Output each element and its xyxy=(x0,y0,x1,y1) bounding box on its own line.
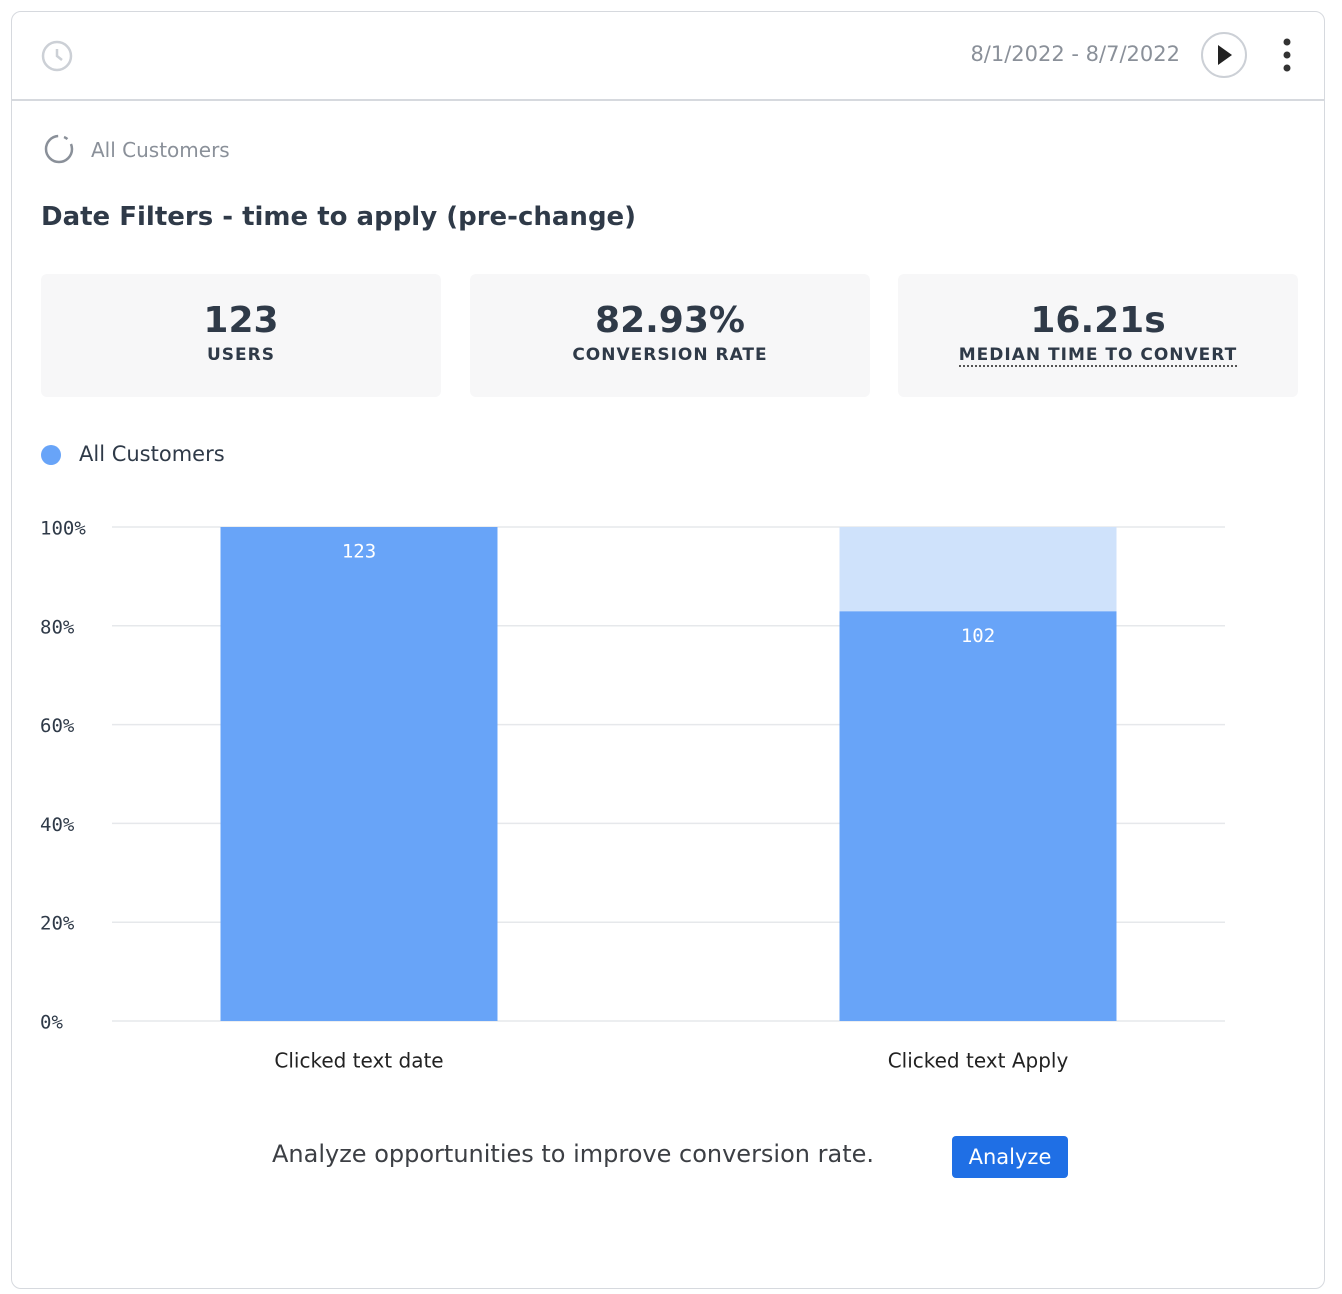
y-tick-label: 60% xyxy=(40,715,75,737)
legend-swatch xyxy=(41,445,61,465)
bar xyxy=(839,611,1117,1021)
footer-text: Analyze opportunities to improve convers… xyxy=(272,1140,875,1168)
metric-label-text[interactable]: MEDIAN TIME TO CONVERT xyxy=(958,345,1238,367)
analyze-button[interactable]: Analyze xyxy=(952,1136,1068,1178)
bar-count-label: 123 xyxy=(342,541,376,563)
bar xyxy=(220,527,498,1021)
metric-card: 82.93% CONVERSION RATE xyxy=(470,274,870,397)
y-tick-label: 100% xyxy=(40,518,86,540)
clock-icon xyxy=(41,40,73,72)
x-tick-label: Clicked text date xyxy=(274,1049,443,1073)
play-button[interactable] xyxy=(1200,31,1248,79)
metric-card: 16.21s MEDIAN TIME TO CONVERT xyxy=(898,274,1298,397)
date-range[interactable]: 8/1/2022 - 8/7/2022 xyxy=(970,42,1180,66)
y-tick-label: 40% xyxy=(40,814,75,836)
metric-card: 123 USERS xyxy=(41,274,441,397)
drop-off xyxy=(839,527,1117,612)
segment-label: All Customers xyxy=(91,138,230,162)
segment-icon xyxy=(44,134,74,164)
card: 8/1/2022 - 8/7/2022 All Customers Date F… xyxy=(11,11,1325,1289)
y-tick-label: 20% xyxy=(40,913,75,935)
bar-count-label: 102 xyxy=(961,625,995,647)
y-tick-label: 80% xyxy=(40,616,75,638)
x-tick-label: Clicked text Apply xyxy=(888,1049,1069,1073)
metric-label: MEDIAN TIME TO CONVERT xyxy=(898,345,1298,367)
metric-value: 82.93% xyxy=(595,300,745,341)
metric-value: 123 xyxy=(203,300,279,341)
metric-label: USERS xyxy=(207,345,275,365)
menu-button[interactable] xyxy=(1280,36,1294,76)
chart: All Customers 0% 20% 40% 60% 80% 100% Clicked t… xyxy=(40,442,1225,1073)
header: 8/1/2022 - 8/7/2022 xyxy=(12,12,1324,101)
metric-label: CONVERSION RATE xyxy=(572,345,768,365)
chart-title: Date Filters - time to apply (pre-change… xyxy=(41,202,637,232)
metric-value: 16.21s xyxy=(1030,300,1166,341)
legend-label: All Customers xyxy=(79,442,225,466)
y-tick-label: 0% xyxy=(40,1012,63,1034)
